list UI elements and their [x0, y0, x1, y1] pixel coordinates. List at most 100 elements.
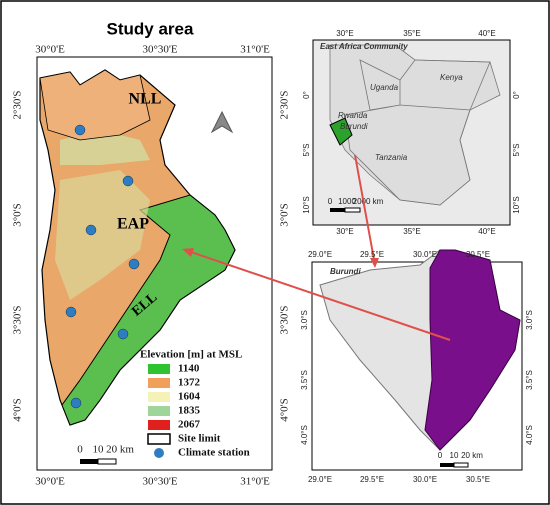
y-tick-label: 5°S — [302, 144, 311, 157]
x-tick-label: 30°0'E — [35, 44, 65, 56]
y-tick-label: 3°30'S — [279, 306, 291, 335]
station — [117, 328, 129, 340]
x-tick-label: 30°E — [336, 29, 353, 38]
x-tick-label: 40°E — [478, 227, 495, 236]
x-tick-label: 30°E — [336, 227, 353, 236]
x-tick-label: 29.5°E — [360, 250, 384, 259]
legend-swatch — [148, 406, 170, 416]
y-tick-label: 2°30'S — [12, 91, 24, 120]
connector-arrow — [184, 249, 451, 341]
legend-label: 2067 — [178, 419, 201, 431]
x-tick-label: 31°0'E — [240, 44, 270, 56]
x-tick-label: 40°E — [478, 29, 495, 38]
station — [122, 175, 134, 187]
scale-segment — [330, 208, 345, 212]
legend-label: 1140 — [178, 363, 200, 375]
country-borders — [344, 59, 491, 206]
y-tick-label: 3.5°S — [300, 370, 309, 390]
scale-label: 20 km — [106, 444, 134, 456]
y-tick-label: 3.0°S — [525, 310, 534, 330]
scale-bar: 0 10 20 km — [77, 444, 134, 465]
north-arrow — [210, 110, 234, 134]
study-area-highlight — [424, 249, 521, 451]
y-tick-label: 4.0°S — [300, 425, 309, 445]
scale-segment — [97, 458, 117, 465]
country-label: Tanzania — [375, 153, 408, 162]
y-tick-label: 0° — [512, 91, 521, 99]
burundi-highlight — [329, 117, 353, 146]
scale-segment — [344, 207, 361, 213]
scale-label: 10 — [93, 444, 105, 456]
x-tick-label: 30.5°E — [466, 475, 490, 484]
scale-label: 2000 km — [353, 197, 384, 206]
y-tick-label: 0° — [302, 91, 311, 99]
y-tick-label: 3.0°S — [300, 310, 309, 330]
y-tick-label: 10°S — [302, 196, 311, 213]
inset-scale-bar: 0 10 20 km — [438, 451, 483, 468]
connector-arrow — [354, 154, 376, 266]
x-tick-label: 35°E — [403, 29, 420, 38]
y-tick-label: 4.0°S — [525, 425, 534, 445]
inset-title: Burundi — [330, 267, 361, 276]
country-label: Uganda — [370, 83, 399, 92]
x-tick-label: 29.0°E — [308, 250, 332, 259]
legend-swatch — [148, 392, 170, 402]
y-tick-label: 2°30'S — [279, 91, 291, 120]
x-tick-label: 30.0°E — [413, 475, 437, 484]
legend-swatch — [148, 364, 170, 374]
x-tick-label: 30.0°E — [413, 250, 437, 259]
country-label: Burundi — [340, 122, 368, 131]
y-tick-label: 3°30'S — [12, 306, 24, 335]
y-tick-label: 3°0'S — [279, 203, 291, 227]
x-tick-label: 30°0'E — [35, 476, 65, 488]
legend-swatch — [154, 448, 164, 458]
station — [74, 124, 86, 136]
x-tick-label: 30°30'E — [142, 44, 177, 56]
station — [85, 224, 97, 236]
main-title: Study area — [107, 19, 194, 38]
x-tick-label: 35°E — [403, 227, 420, 236]
inset-title: East Africa Community — [320, 42, 408, 51]
scale-segment — [453, 462, 469, 468]
zone-label: EAP — [117, 216, 149, 233]
country-label: Rwanda — [338, 111, 368, 120]
scale-label: 0 — [77, 444, 83, 456]
inset-scale-bar: 0 1000 2000 km — [328, 197, 384, 213]
scale-label: 1000 — [338, 197, 356, 206]
legend: 1140 1372 1604 1835 2067 Site limit Climate st… — [147, 363, 250, 459]
y-tick-label: 3°0'S — [12, 203, 24, 227]
legend-title: Elevation [m] at MSL — [140, 349, 242, 361]
station — [65, 306, 77, 318]
scale-segment — [440, 463, 454, 467]
y-tick-label: 4°0'S — [279, 398, 291, 422]
plateau-zone — [55, 170, 150, 300]
scale-label: 20 km — [461, 451, 483, 460]
scale-label: 10 — [450, 451, 459, 460]
legend-swatch — [148, 378, 170, 388]
arrow-head — [370, 258, 379, 268]
climate-stations — [65, 124, 140, 409]
legend-label: 1372 — [178, 377, 201, 389]
legend-swatch — [148, 420, 170, 430]
station — [70, 397, 82, 409]
x-tick-label: 29.5°E — [360, 475, 384, 484]
x-tick-label: 31°0'E — [240, 476, 270, 488]
scale-label: 0 — [438, 451, 443, 460]
legend-label: 1835 — [178, 405, 201, 417]
legend-label: 1604 — [178, 391, 201, 403]
zone-label: NLL — [129, 91, 162, 108]
y-tick-label: 3.5°S — [525, 370, 534, 390]
country-label: Kenya — [440, 73, 463, 82]
scale-segment — [80, 459, 98, 464]
legend-label: Site limit — [178, 433, 221, 445]
x-tick-label: 30°30'E — [142, 476, 177, 488]
nll-zone — [39, 69, 151, 141]
legend-label: Climate station — [178, 447, 250, 459]
y-tick-label: 5°S — [512, 144, 521, 157]
legend-swatch — [147, 433, 171, 445]
x-tick-label: 29.0°E — [308, 475, 332, 484]
station — [128, 258, 140, 270]
y-tick-label: 10°S — [512, 196, 521, 213]
arrow-head — [182, 248, 194, 257]
